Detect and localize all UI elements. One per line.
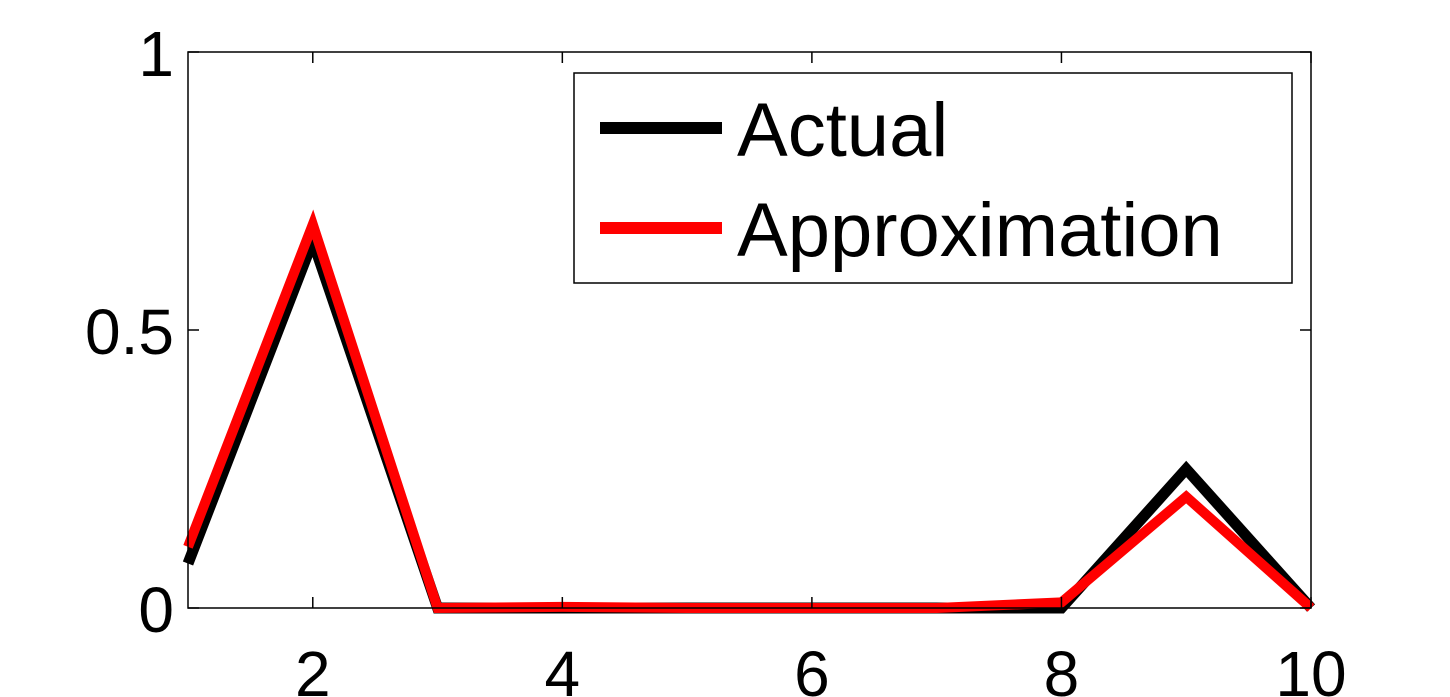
legend-label-approximation: Approximation <box>737 188 1223 273</box>
y-tick-label: 0.5 <box>85 296 174 368</box>
axis-tick-labels: 2 4 6 8 10 0 0.5 1 <box>85 18 1347 697</box>
legend-label-actual: Actual <box>737 88 948 173</box>
axis-ticks <box>188 51 1312 609</box>
x-tick-label: 4 <box>545 638 581 697</box>
x-tick-label: 10 <box>1275 638 1346 697</box>
y-tick-label: 0 <box>138 574 174 646</box>
legend: Actual Approximation <box>573 72 1293 284</box>
legend-box <box>573 72 1293 284</box>
x-tick-label: 6 <box>794 638 830 697</box>
y-tick-label: 1 <box>138 18 174 90</box>
x-tick-label: 8 <box>1044 638 1080 697</box>
x-tick-label: 2 <box>295 638 331 697</box>
